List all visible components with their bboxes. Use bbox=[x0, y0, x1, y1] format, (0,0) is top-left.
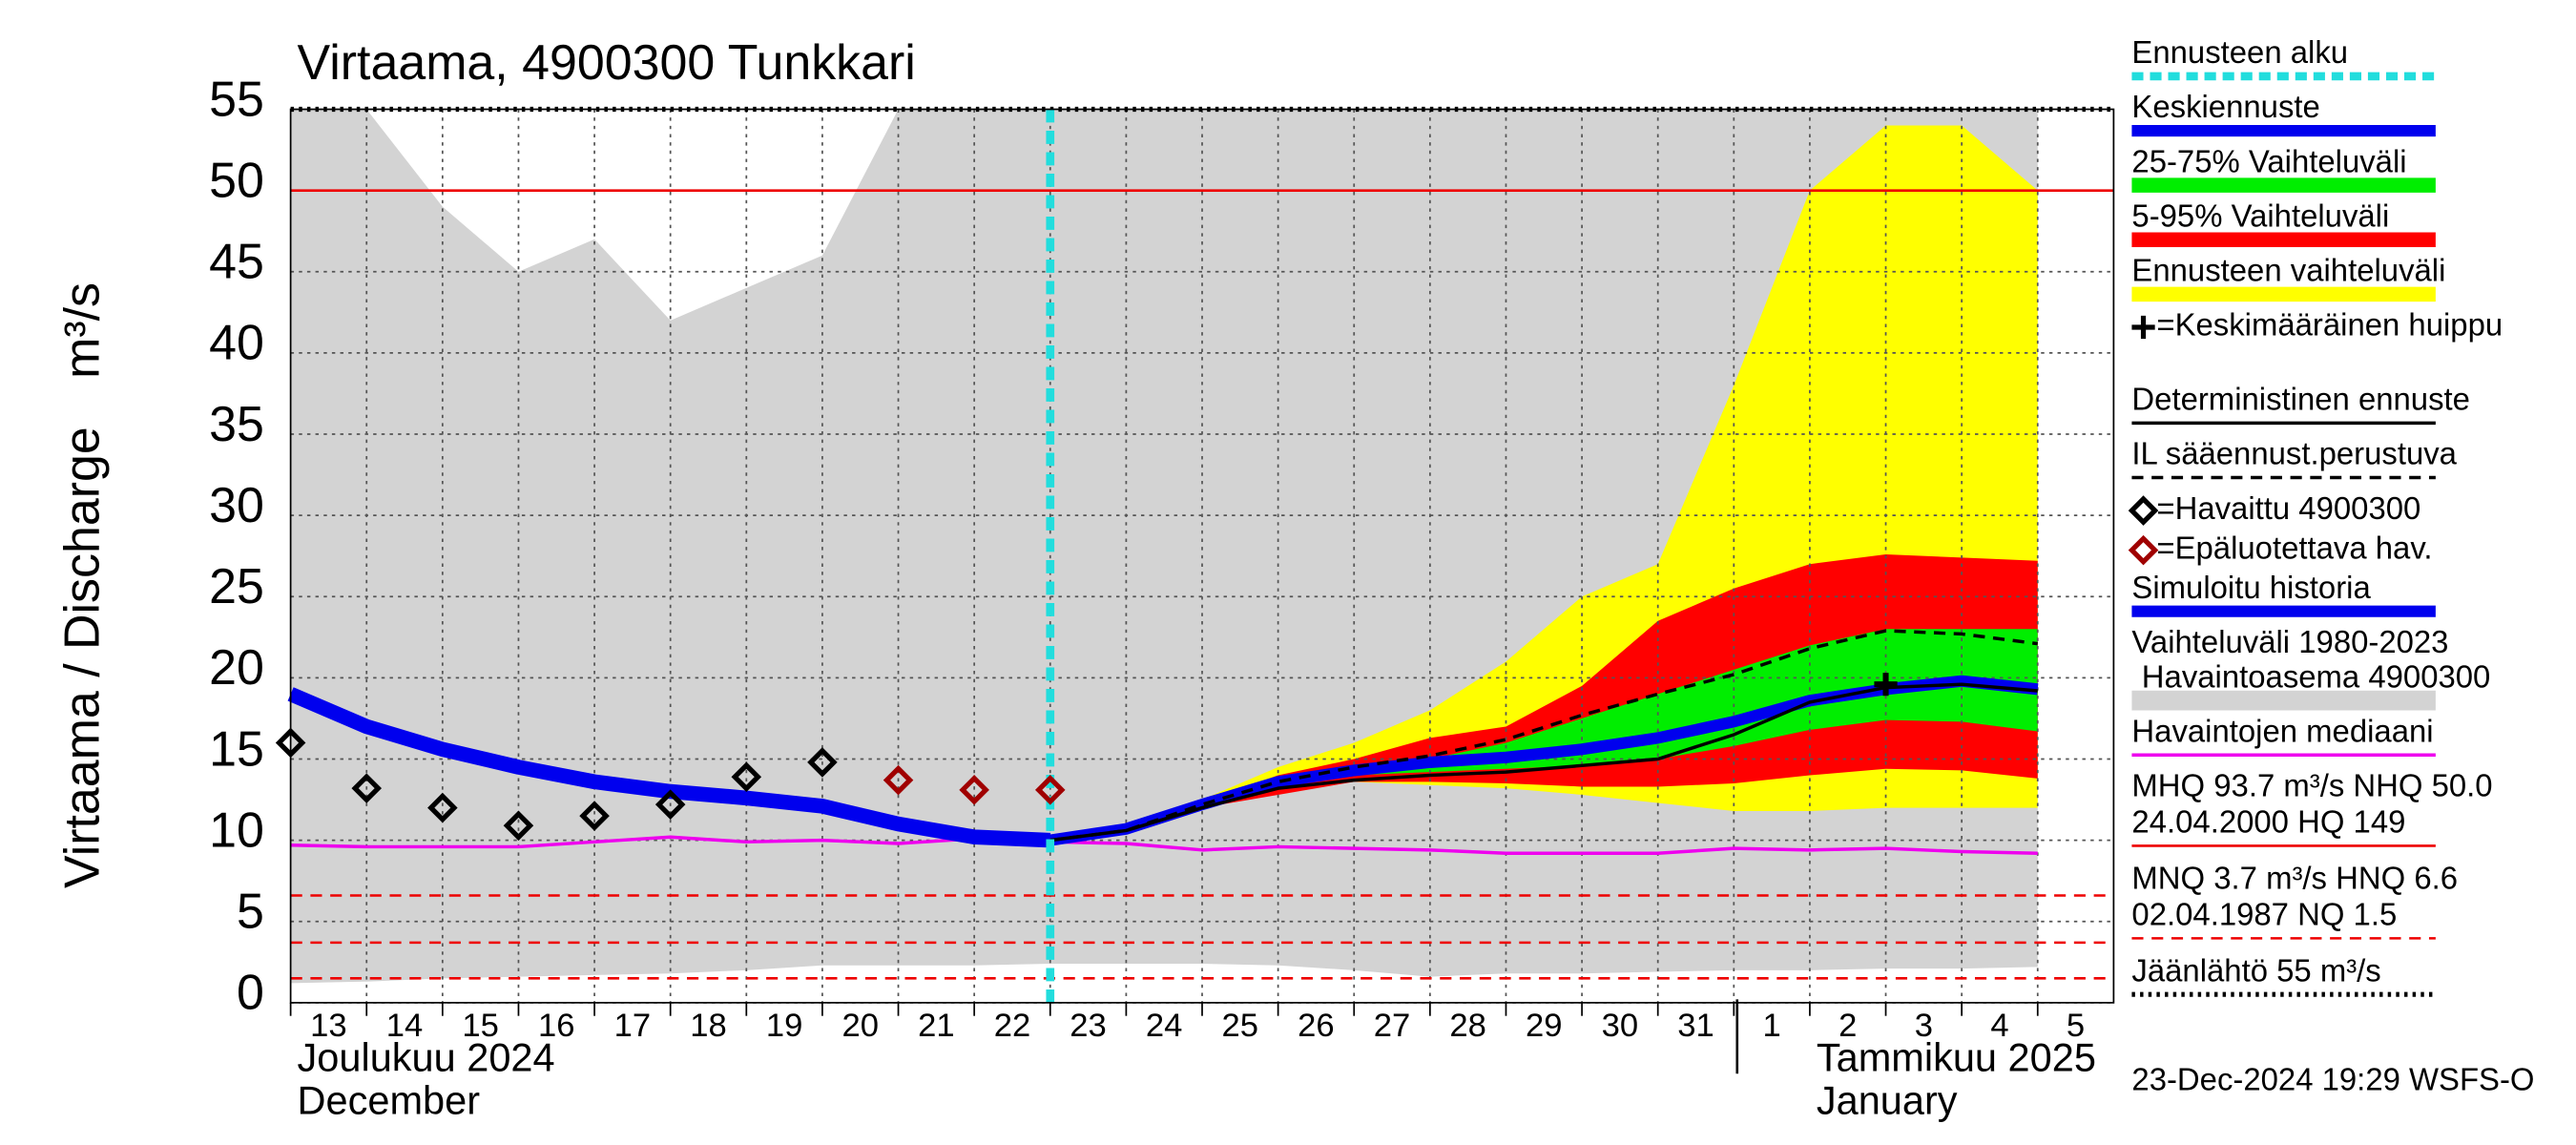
x-tick-label: 15 bbox=[462, 1008, 499, 1044]
x-tick-label: 4 bbox=[1990, 1008, 2008, 1044]
legend-note: 24.04.2000 HQ 149 bbox=[2131, 804, 2405, 840]
x-tick-label: 16 bbox=[538, 1008, 575, 1044]
range-band bbox=[1049, 629, 2038, 841]
legend-label: Havaintoasema 4900300 bbox=[2142, 658, 2491, 694]
x-tick-label: 13 bbox=[310, 1008, 347, 1044]
observation-marker bbox=[351, 773, 383, 803]
plot-area bbox=[275, 106, 2115, 1016]
range-band bbox=[1049, 553, 2038, 841]
x-tick-label: 20 bbox=[841, 1008, 879, 1044]
y-tick-label: 10 bbox=[209, 802, 264, 858]
x-tick-label: 29 bbox=[1526, 1008, 1563, 1044]
y-tick-label: 20 bbox=[209, 640, 264, 696]
legend-marker bbox=[2128, 534, 2159, 566]
month-label: December bbox=[298, 1077, 481, 1122]
legend: Ennusteen alku Keskiennuste 25-75% Vaihtel… bbox=[2128, 34, 2503, 997]
observation-marker bbox=[654, 789, 686, 820]
x-tick-label: 28 bbox=[1449, 1008, 1486, 1044]
x-tick-label: 24 bbox=[1146, 1008, 1183, 1044]
x-tick-label: 23 bbox=[1070, 1008, 1107, 1044]
x-tick-label: 5 bbox=[2067, 1008, 2085, 1044]
x-tick-label: 30 bbox=[1602, 1008, 1639, 1044]
y-axis-label: Virtaama / Discharge bbox=[55, 427, 111, 888]
legend-label: Havaintojen mediaani bbox=[2131, 713, 2433, 748]
legend-label: Simuloitu historia bbox=[2131, 570, 2371, 605]
y-tick-label: 40 bbox=[209, 316, 264, 371]
legend-marker bbox=[2128, 495, 2159, 526]
month-label: Joulukuu 2024 bbox=[298, 1034, 555, 1079]
observation-marker bbox=[807, 747, 838, 778]
x-tick-label: 18 bbox=[690, 1008, 727, 1044]
legend-note: MNQ 3.7 m³/s HNQ 6.6 bbox=[2131, 860, 2458, 895]
x-tick-label: 14 bbox=[386, 1008, 424, 1044]
month-label: Tammikuu 2025 bbox=[1817, 1034, 2096, 1079]
y-tick-label: 5 bbox=[237, 885, 264, 940]
observation-marker bbox=[503, 810, 534, 842]
footer: 23-Dec-2024 19:29 WSFS-O bbox=[2131, 1062, 2534, 1097]
legend-label: IL sääennust.perustuva bbox=[2131, 436, 2457, 471]
legend-label: =Havaittu 4900300 bbox=[2156, 490, 2420, 526]
x-tick-label: 22 bbox=[994, 1008, 1031, 1044]
month-label: January bbox=[1817, 1077, 1958, 1122]
y-tick-label: 55 bbox=[209, 72, 264, 127]
legend-label: Deterministinen ennuste bbox=[2131, 382, 2470, 417]
observation-marker bbox=[883, 764, 914, 796]
series-line bbox=[1049, 682, 2038, 843]
legend-label: Vaihteluväli 1980-2023 bbox=[2131, 624, 2448, 659]
y-tick-label: 15 bbox=[209, 721, 264, 777]
peak-marker bbox=[1874, 673, 1898, 697]
y-tick-label: 35 bbox=[209, 397, 264, 452]
legend-label: =Keskimääräinen huippu bbox=[2156, 307, 2503, 343]
legend-note: Jäänlähtö 55 m³/s bbox=[2131, 952, 2380, 988]
plot-frame bbox=[289, 108, 2115, 1004]
y-tick-label: 25 bbox=[209, 559, 264, 614]
x-tick-label: 26 bbox=[1298, 1008, 1335, 1044]
chart-title: Virtaama, 4900300 Tunkkari bbox=[298, 35, 916, 91]
x-tick-label: 2 bbox=[1839, 1008, 1857, 1044]
y-tick-label: 0 bbox=[237, 966, 264, 1021]
x-tick-label: 21 bbox=[918, 1008, 955, 1044]
legend-note: 02.04.1987 NQ 1.5 bbox=[2131, 897, 2397, 932]
y-tick-label: 30 bbox=[209, 478, 264, 533]
x-tick-label: 3 bbox=[1915, 1008, 1933, 1044]
legend-marker bbox=[2131, 315, 2155, 340]
legend-label: 25-75% Vaihteluväli bbox=[2131, 143, 2406, 178]
x-tick-label: 27 bbox=[1374, 1008, 1411, 1044]
legend-label: Ennusteen alku bbox=[2131, 34, 2348, 70]
series-line bbox=[290, 835, 2038, 855]
observation-marker bbox=[959, 775, 989, 805]
observation-marker bbox=[579, 801, 610, 831]
x-tick-label: 19 bbox=[766, 1008, 803, 1044]
x-tick-label: 25 bbox=[1222, 1008, 1259, 1044]
x-tick-label: 17 bbox=[614, 1008, 652, 1044]
observation-marker bbox=[731, 761, 762, 793]
legend-note: MHQ 93.7 m³/s NHQ 50.0 bbox=[2131, 768, 2492, 803]
observation-marker bbox=[427, 792, 458, 823]
legend-label: 5-95% Vaihteluväli bbox=[2131, 198, 2389, 233]
x-tick-label: 1 bbox=[1762, 1008, 1780, 1044]
legend-label: Keskiennuste bbox=[2131, 89, 2319, 124]
legend-label: =Epäluotettava hav. bbox=[2156, 530, 2432, 565]
series-line bbox=[1049, 629, 2038, 843]
y-axis-unit: m³/s bbox=[55, 282, 111, 379]
y-tick-label: 50 bbox=[209, 153, 264, 208]
x-tick-label: 31 bbox=[1677, 1008, 1714, 1044]
legend-label: Ennusteen vaihteluväli bbox=[2131, 253, 2445, 288]
y-tick-label: 45 bbox=[209, 235, 264, 290]
observation-marker bbox=[1034, 775, 1066, 805]
